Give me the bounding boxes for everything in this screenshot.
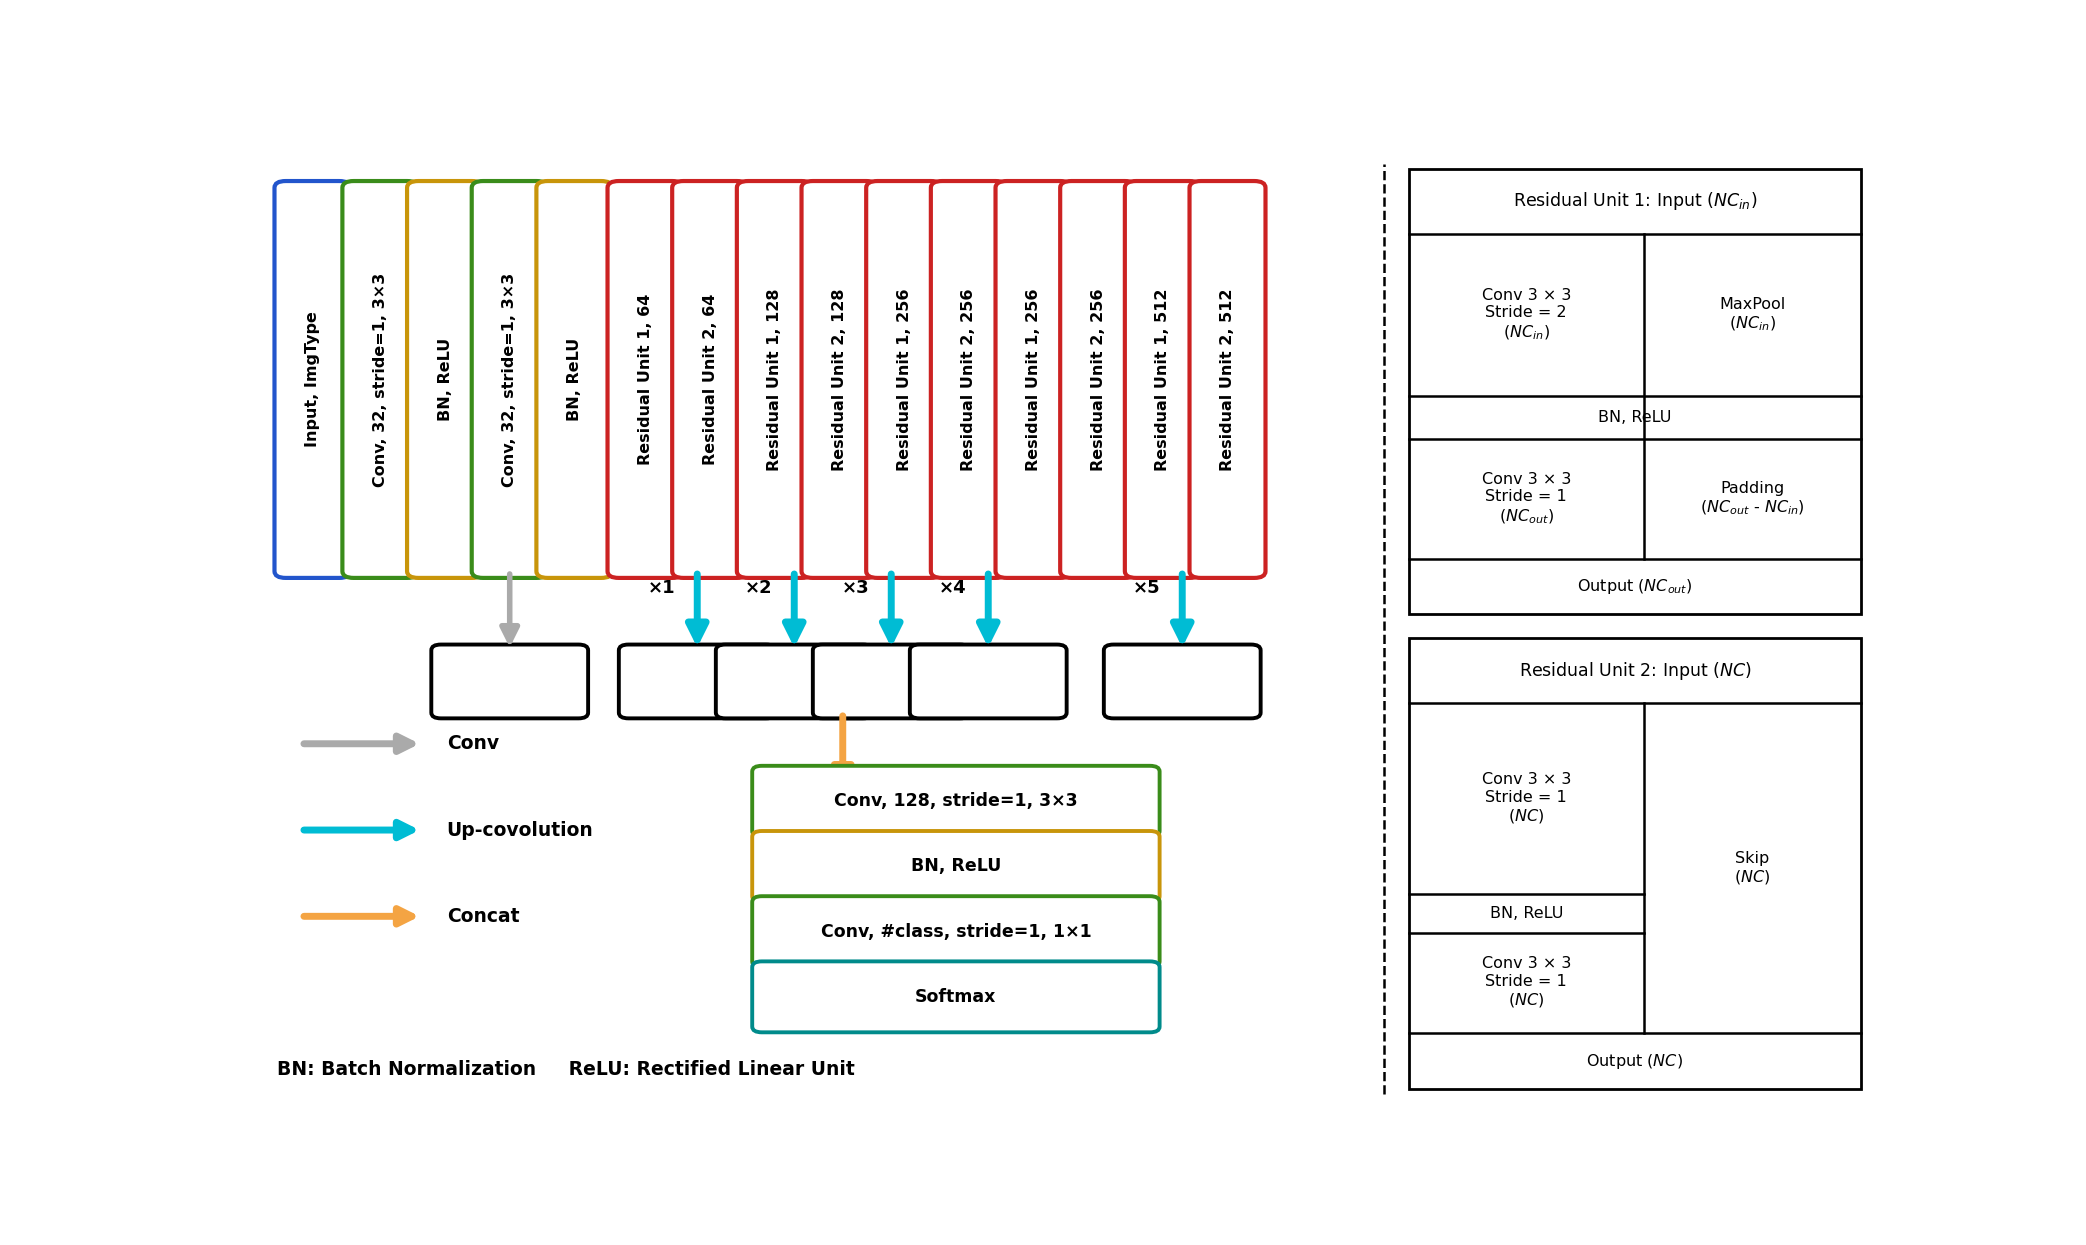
Text: Residual Unit 2, 64: Residual Unit 2, 64	[703, 294, 718, 466]
Text: BN, ReLU: BN, ReLU	[1489, 906, 1562, 921]
FancyBboxPatch shape	[1124, 181, 1202, 578]
Text: Output ($NC$): Output ($NC$)	[1587, 1052, 1683, 1071]
Text: ×2: ×2	[745, 579, 772, 596]
Text: BN, ReLU: BN, ReLU	[912, 858, 1001, 875]
Text: MaxPool
($NC_{in}$): MaxPool ($NC_{in}$)	[1719, 296, 1786, 332]
FancyBboxPatch shape	[536, 181, 613, 578]
FancyBboxPatch shape	[407, 181, 484, 578]
FancyBboxPatch shape	[753, 830, 1160, 901]
Text: Padding
($NC_{out}$ - $NC_{in}$): Padding ($NC_{out}$ - $NC_{in}$)	[1700, 481, 1804, 517]
FancyBboxPatch shape	[736, 181, 814, 578]
FancyBboxPatch shape	[1103, 645, 1260, 718]
Text: Residual Unit 2, 256: Residual Unit 2, 256	[962, 289, 976, 471]
Text: Residual Unit 2, 512: Residual Unit 2, 512	[1220, 289, 1235, 471]
FancyBboxPatch shape	[930, 181, 1008, 578]
Text: BN, ReLU: BN, ReLU	[438, 337, 453, 421]
Text: ×5: ×5	[1133, 579, 1160, 596]
FancyBboxPatch shape	[814, 645, 970, 718]
Text: Residual Unit 2, 128: Residual Unit 2, 128	[832, 289, 847, 471]
FancyBboxPatch shape	[715, 645, 872, 718]
Bar	[1408, 168, 1861, 614]
FancyBboxPatch shape	[753, 896, 1160, 967]
Text: ×4: ×4	[939, 579, 966, 596]
Text: Output ($NC_{out}$): Output ($NC_{out}$)	[1577, 576, 1692, 596]
Text: ×3: ×3	[843, 579, 870, 596]
Text: ×1: ×1	[649, 579, 676, 596]
FancyBboxPatch shape	[342, 181, 419, 578]
FancyBboxPatch shape	[607, 181, 684, 578]
Text: Up-covolution: Up-covolution	[446, 820, 592, 839]
Text: Conv 3 × 3
Stride = 1
($NC_{out}$): Conv 3 × 3 Stride = 1 ($NC_{out}$)	[1481, 472, 1571, 525]
Text: Residual Unit 1, 256: Residual Unit 1, 256	[897, 289, 912, 471]
Bar	[1408, 639, 1861, 1089]
FancyBboxPatch shape	[995, 181, 1072, 578]
Text: Residual Unit 2, 256: Residual Unit 2, 256	[1091, 289, 1106, 471]
FancyBboxPatch shape	[753, 961, 1160, 1032]
FancyBboxPatch shape	[909, 645, 1066, 718]
FancyBboxPatch shape	[672, 181, 749, 578]
Text: Conv, 32, stride=1, 3×3: Conv, 32, stride=1, 3×3	[373, 273, 388, 487]
FancyBboxPatch shape	[620, 645, 776, 718]
Text: BN: Batch Normalization     ReLU: Rectified Linear Unit: BN: Batch Normalization ReLU: Rectified …	[277, 1061, 855, 1079]
Text: Residual Unit 1, 128: Residual Unit 1, 128	[768, 289, 782, 471]
FancyBboxPatch shape	[471, 181, 549, 578]
Text: Conv 3 × 3
Stride = 2
($NC_{in}$): Conv 3 × 3 Stride = 2 ($NC_{in}$)	[1481, 288, 1571, 341]
Text: Conv, 32, stride=1, 3×3: Conv, 32, stride=1, 3×3	[503, 273, 517, 487]
Text: BN, ReLU: BN, ReLU	[1598, 410, 1671, 425]
FancyBboxPatch shape	[801, 181, 878, 578]
Text: Conv: Conv	[446, 735, 499, 753]
FancyBboxPatch shape	[275, 181, 350, 578]
Text: Concat: Concat	[446, 906, 519, 926]
Text: Residual Unit 1, 256: Residual Unit 1, 256	[1026, 289, 1041, 471]
Text: Residual Unit 2: Input ($NC$): Residual Unit 2: Input ($NC$)	[1519, 660, 1752, 682]
Text: Conv, #class, stride=1, 1×1: Conv, #class, stride=1, 1×1	[820, 923, 1091, 941]
Text: Input, ImgType: Input, ImgType	[305, 311, 319, 447]
FancyBboxPatch shape	[866, 181, 943, 578]
Text: Residual Unit 1, 512: Residual Unit 1, 512	[1156, 289, 1170, 471]
Text: Conv 3 × 3
Stride = 1
($NC$): Conv 3 × 3 Stride = 1 ($NC$)	[1481, 772, 1571, 825]
FancyBboxPatch shape	[1189, 181, 1266, 578]
Text: Residual Unit 1, 64: Residual Unit 1, 64	[638, 294, 653, 466]
Text: Conv, 128, stride=1, 3×3: Conv, 128, stride=1, 3×3	[834, 792, 1078, 810]
Text: Conv 3 × 3
Stride = 1
($NC$): Conv 3 × 3 Stride = 1 ($NC$)	[1481, 956, 1571, 1010]
Text: Residual Unit 1: Input ($NC_{in}$): Residual Unit 1: Input ($NC_{in}$)	[1512, 190, 1756, 212]
Text: Softmax: Softmax	[916, 987, 997, 1006]
FancyBboxPatch shape	[753, 766, 1160, 837]
Text: BN, ReLU: BN, ReLU	[567, 337, 582, 421]
FancyBboxPatch shape	[1060, 181, 1137, 578]
FancyBboxPatch shape	[432, 645, 588, 718]
Text: Skip
($NC$): Skip ($NC$)	[1733, 850, 1771, 886]
